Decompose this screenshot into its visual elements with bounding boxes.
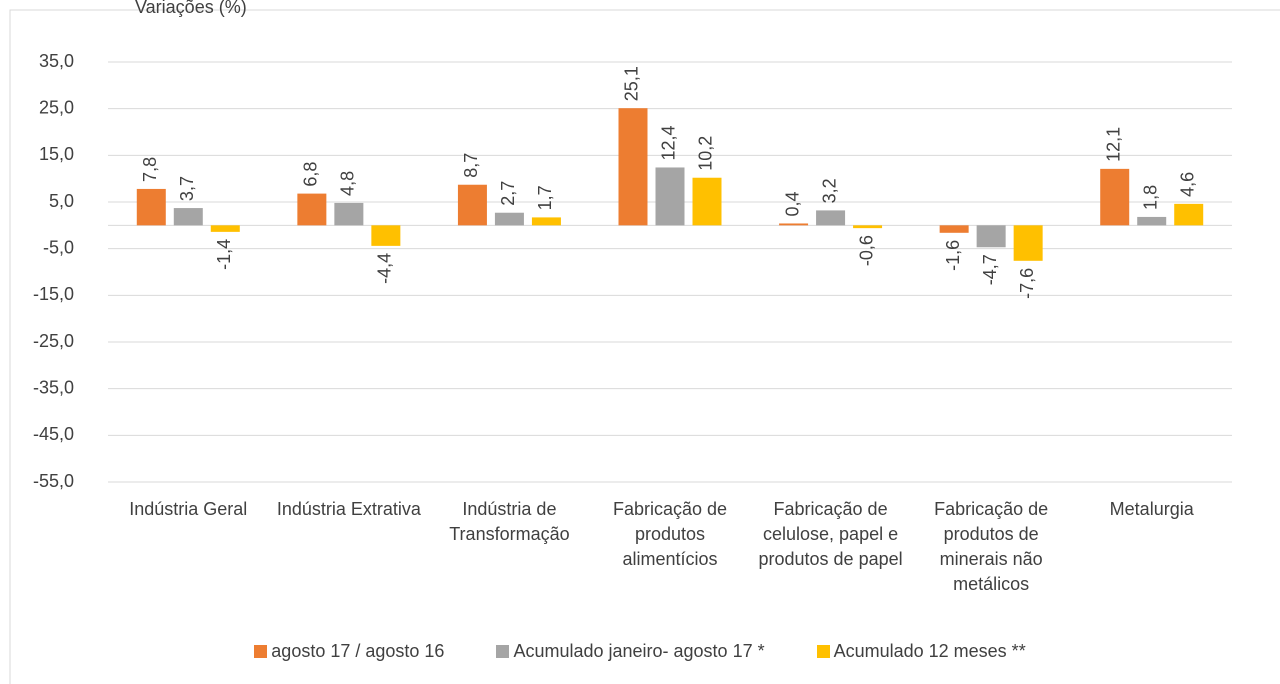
- value-label: 3,7: [177, 176, 197, 201]
- value-label: 7,8: [140, 157, 160, 182]
- legend-item: Acumulado janeiro- agosto 17 *: [496, 641, 765, 662]
- bar: [136, 188, 166, 226]
- y-tick-label: -35,0: [33, 377, 74, 397]
- y-axis-label: Variações (%): [135, 0, 247, 17]
- bar: [939, 225, 969, 233]
- x-tick-label: Metalurgia: [1109, 499, 1194, 519]
- value-label: -7,6: [1017, 268, 1037, 299]
- bar: [618, 108, 648, 226]
- x-tick-label: Fabricação de celulose, papel e produtos…: [758, 499, 903, 569]
- value-label: 12,1: [1103, 127, 1123, 162]
- value-label: 4,8: [338, 171, 358, 196]
- bar: [1137, 216, 1167, 226]
- bar: [853, 225, 883, 229]
- value-label: 1,7: [535, 185, 555, 210]
- value-label: 6,8: [301, 162, 321, 187]
- bar: [1013, 225, 1043, 261]
- value-label: 4,6: [1177, 172, 1197, 197]
- bar: [210, 225, 240, 232]
- legend-label: Acumulado janeiro- agosto 17 *: [513, 641, 765, 661]
- value-label: -4,7: [980, 254, 1000, 285]
- x-tick-label: Indústria de Transformação: [449, 499, 570, 544]
- legend-swatch: [816, 645, 830, 658]
- legend-swatch: [254, 645, 268, 658]
- legend-item: agosto 17 / agosto 16: [254, 641, 444, 662]
- y-tick-label: -55,0: [33, 471, 74, 491]
- x-tick-label: Fabricação de produtos alimentícios: [612, 499, 728, 569]
- legend-swatch: [496, 645, 510, 658]
- bar: [457, 184, 487, 226]
- x-tick-label: Indústria Geral: [129, 499, 248, 519]
- bar: [494, 212, 524, 226]
- bar: [692, 177, 722, 226]
- value-label: 2,7: [498, 181, 518, 206]
- bar: [334, 202, 364, 226]
- bar: [655, 167, 685, 226]
- bar: [531, 217, 561, 226]
- bar: [297, 193, 327, 226]
- chart-border: [9, 9, 1280, 684]
- value-label: 25,1: [622, 66, 642, 101]
- value-label: -1,6: [943, 240, 963, 271]
- bar: [371, 225, 401, 246]
- y-tick-label: 5,0: [49, 191, 74, 211]
- y-tick-label: -25,0: [33, 331, 74, 351]
- y-tick-label: 35,0: [39, 51, 74, 71]
- legend-label: agosto 17 / agosto 16: [271, 641, 445, 661]
- bar: [779, 223, 809, 226]
- value-label: -1,4: [214, 239, 234, 270]
- value-label: 0,4: [782, 191, 802, 216]
- value-label: 12,4: [659, 125, 679, 160]
- legend-item: Acumulado 12 meses **: [816, 641, 1026, 662]
- y-tick-label: -5,0: [43, 237, 74, 257]
- x-tick-label: Indústria Extrativa: [276, 499, 421, 519]
- x-tick-label: Fabricação de produtos de minerais não m…: [934, 499, 1049, 594]
- value-label: -0,6: [856, 235, 876, 266]
- value-label: 1,8: [1140, 185, 1160, 210]
- y-tick-label: -15,0: [33, 284, 74, 304]
- y-tick-label: -45,0: [33, 424, 74, 444]
- value-label: 10,2: [696, 136, 716, 171]
- bar: [1174, 203, 1204, 226]
- bar: [976, 225, 1006, 248]
- value-label: -4,4: [375, 253, 395, 284]
- value-label: 3,2: [819, 178, 839, 203]
- value-label: 8,7: [461, 153, 481, 178]
- legend-label: Acumulado 12 meses **: [833, 641, 1026, 661]
- bar: [1100, 168, 1130, 226]
- bar: [816, 210, 846, 226]
- y-tick-label: 15,0: [39, 144, 74, 164]
- legend: agosto 17 / agosto 16 Acumulado janeiro- …: [0, 641, 1280, 662]
- y-tick-label: 25,0: [39, 97, 74, 117]
- bar: [173, 208, 203, 226]
